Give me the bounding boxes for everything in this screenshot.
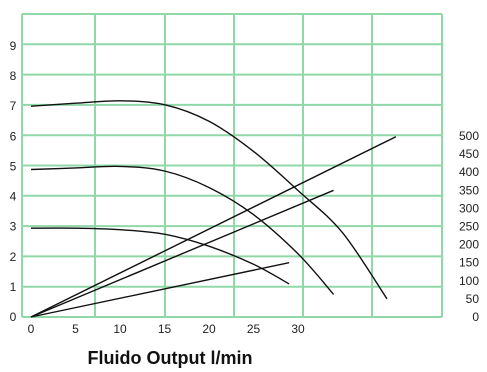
right-y-tick-label: 400 bbox=[459, 165, 479, 179]
left-y-tick-label: 1 bbox=[10, 280, 17, 294]
rising-line-4 bbox=[30, 136, 397, 318]
rising-line-5 bbox=[30, 189, 334, 318]
rising-line-6 bbox=[30, 262, 290, 318]
left-y-tick-label: 9 bbox=[10, 39, 17, 53]
right-y-tick-label: 500 bbox=[459, 129, 479, 143]
falling-curve-2 bbox=[30, 165, 335, 295]
falling-curve-3 bbox=[30, 227, 290, 285]
grid-lines bbox=[21, 13, 443, 318]
right-axis-ticks: 0 50 100 150 200 250 300 350 400 450 500 bbox=[459, 129, 479, 324]
right-y-tick-label: 0 bbox=[472, 310, 479, 324]
right-y-tick-label: 250 bbox=[459, 220, 479, 234]
x-tick-label: 0 bbox=[28, 322, 35, 336]
x-tick-label: 10 bbox=[113, 322, 127, 336]
x-tick-label: 5 bbox=[72, 322, 79, 336]
left-y-tick-label: 8 bbox=[10, 69, 17, 83]
x-tick-label: 30 bbox=[291, 322, 305, 336]
right-y-tick-label: 450 bbox=[459, 147, 479, 161]
left-y-tick-label: 2 bbox=[10, 250, 17, 264]
right-y-tick-label: 300 bbox=[459, 201, 479, 215]
x-axis-ticks: 0 5 10 15 20 25 30 bbox=[28, 322, 305, 336]
left-y-tick-label: 3 bbox=[10, 220, 17, 234]
x-tick-label: 20 bbox=[202, 322, 216, 336]
right-y-tick-label: 150 bbox=[459, 256, 479, 270]
left-y-tick-label: 0 bbox=[10, 310, 17, 324]
left-y-tick-label: 7 bbox=[10, 99, 17, 113]
series-lines bbox=[30, 100, 397, 318]
right-y-tick-label: 200 bbox=[459, 238, 479, 252]
left-y-tick-label: 6 bbox=[10, 129, 17, 143]
right-y-tick-label: 50 bbox=[466, 292, 480, 306]
left-y-tick-label: 5 bbox=[10, 159, 17, 173]
falling-curve-1 bbox=[30, 100, 388, 300]
right-y-tick-label: 100 bbox=[459, 274, 479, 288]
x-axis-title: Fluido Output l/min bbox=[88, 348, 253, 368]
x-tick-label: 15 bbox=[158, 322, 172, 336]
x-tick-label: 25 bbox=[247, 322, 261, 336]
right-y-tick-label: 350 bbox=[459, 183, 479, 197]
left-axis-ticks: 0 1 2 3 4 5 6 7 8 9 bbox=[10, 39, 17, 324]
left-y-tick-label: 4 bbox=[10, 190, 17, 204]
